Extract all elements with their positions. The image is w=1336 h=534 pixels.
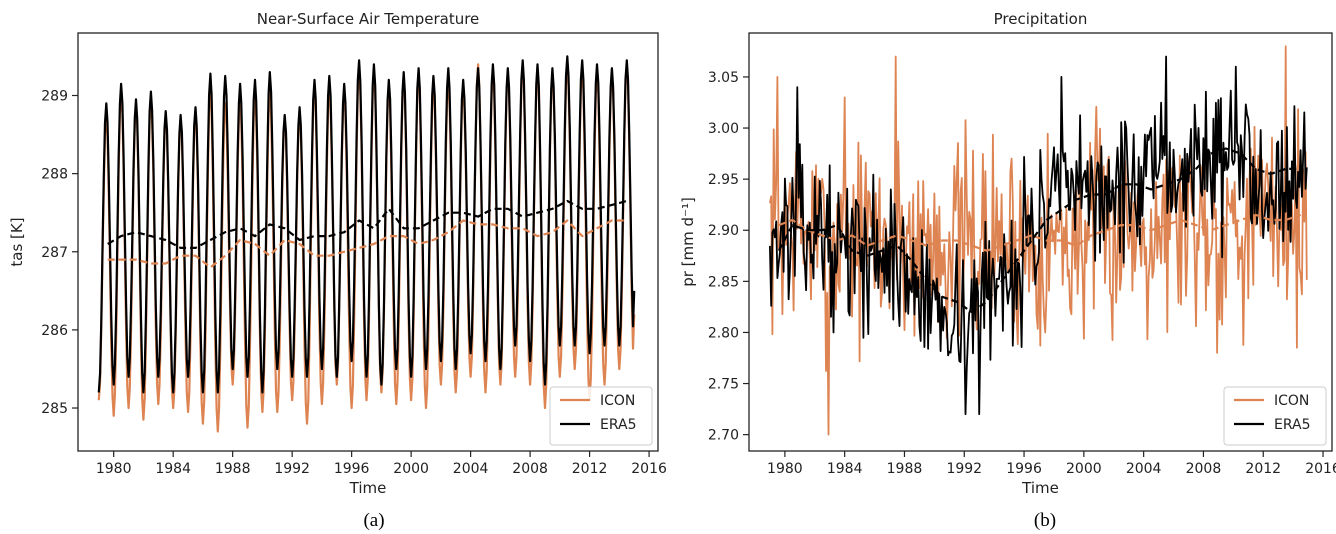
y-tick-label: 289 [41,89,68,105]
y-tick-label: 3.05 [708,70,739,86]
y-tick-label: 2.80 [708,325,739,341]
y-axis-label: tas [K] [8,217,26,266]
y-tick-label: 2.90 [708,223,739,239]
chart-panel-1: 1980 1984 1988 1992 1996 2000 2004 2008 2012 2016… [679,10,1336,497]
x-tick-label: 2004 [1126,461,1162,477]
x-tick-label: 2016 [631,461,667,477]
caption-b: (b) [1033,510,1057,531]
x-tick-label: 2016 [1305,461,1336,477]
chart-title: Precipitation [994,10,1088,28]
x-tick-label: 2008 [512,461,548,477]
y-tick-label: 2.85 [708,274,739,290]
legend-label: ERA5 [600,417,637,433]
axes-frame [77,32,659,452]
series-line-icon [97,63,636,433]
x-tick-label: 1996 [334,461,370,477]
series-line-icon [769,45,1308,436]
x-tick-label: 1984 [827,461,863,477]
chart-panel-0: 1980 1984 1988 1992 1996 2000 2004 2008 2012 2016… [8,10,667,497]
y-tick-label: 3.00 [708,121,739,137]
x-tick-label: 2004 [453,461,489,477]
x-tick-label: 2000 [393,461,429,477]
y-tick-label: 288 [41,167,68,183]
caption-a: (a) [363,510,385,531]
x-tick-label: 1992 [946,461,982,477]
x-tick-label: 1988 [215,461,251,477]
series-line-era5-12-month-running-mean [107,199,628,249]
legend-label: ICON [1274,393,1309,409]
y-tick-label: 285 [41,401,68,417]
y-axis-label: pr [mm d⁻¹] [679,197,697,287]
x-axis-label: Time [349,479,387,497]
x-tick-label: 1984 [155,461,191,477]
x-tick-label: 1988 [887,461,923,477]
series-line-era5-12-month-running-mean [777,147,1301,314]
x-tick-label: 2008 [1186,461,1222,477]
series-line-era5 [97,55,636,394]
legend-box [1223,386,1327,446]
x-tick-label: 2012 [1245,461,1281,477]
x-tick-label: 1980 [767,461,803,477]
plot-area [769,45,1308,436]
y-tick-label: 2.95 [708,172,739,188]
x-axis-label: Time [1021,479,1059,497]
x-tick-label: 1992 [274,461,310,477]
plot-area [97,55,636,433]
x-tick-label: 2012 [572,461,608,477]
legend-label: ERA5 [1274,417,1311,433]
legend-box [549,386,653,446]
y-tick-label: 2.75 [708,377,739,393]
x-tick-label: 2000 [1066,461,1102,477]
y-tick-label: 2.70 [708,428,739,444]
x-tick-label: 1996 [1006,461,1042,477]
y-tick-label: 287 [41,245,68,261]
x-tick-label: 1980 [96,461,132,477]
axes-frame [748,32,1333,452]
y-tick-label: 286 [41,323,68,339]
legend-label: ICON [600,393,635,409]
series-line-icon-12-month-running-mean [778,213,1301,252]
chart-title: Near-Surface Air Temperature [257,10,480,28]
